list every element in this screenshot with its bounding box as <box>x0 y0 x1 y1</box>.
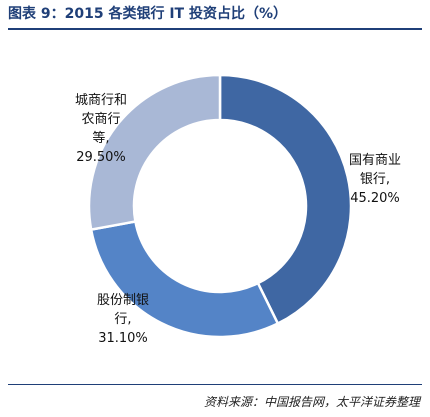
slice-label-joint-stock: 股份制银 行, 31.10% <box>83 291 163 348</box>
chart-title: 图表 9：2015 各类银行 IT 投资占比（%） <box>8 6 287 22</box>
source-note: 资料来源：中国报告网，太平洋证券整理 <box>203 395 420 409</box>
slice-label-city-rural-line2: 农商行 <box>81 112 121 127</box>
slice-label-joint-stock-value: 31.10% <box>98 331 148 346</box>
slice-label-joint-stock-line1: 股份制银 <box>96 293 149 308</box>
slice-label-state-owned-value: 45.20% <box>350 191 400 206</box>
slice-label-state-owned-line1: 国有商业 <box>348 153 401 168</box>
slice-label-city-rural-line1: 城商行和 <box>74 93 127 108</box>
slice-label-city-rural-line3: 等, <box>92 131 110 146</box>
slice-city-rural <box>87 73 222 232</box>
title-divider <box>8 28 422 30</box>
slice-label-state-owned: 国有商业 银行, 45.20% <box>340 151 410 208</box>
slice-label-joint-stock-line2: 行, <box>114 312 132 327</box>
slice-label-city-rural-value: 29.50% <box>76 150 126 165</box>
slice-label-city-rural: 城商行和 农商行 等, 29.50% <box>62 91 140 167</box>
footer-divider <box>8 384 422 385</box>
slice-joint-stock <box>89 220 280 339</box>
slice-label-state-owned-line2: 银行, <box>359 172 391 187</box>
slice-state-owned <box>218 73 353 326</box>
